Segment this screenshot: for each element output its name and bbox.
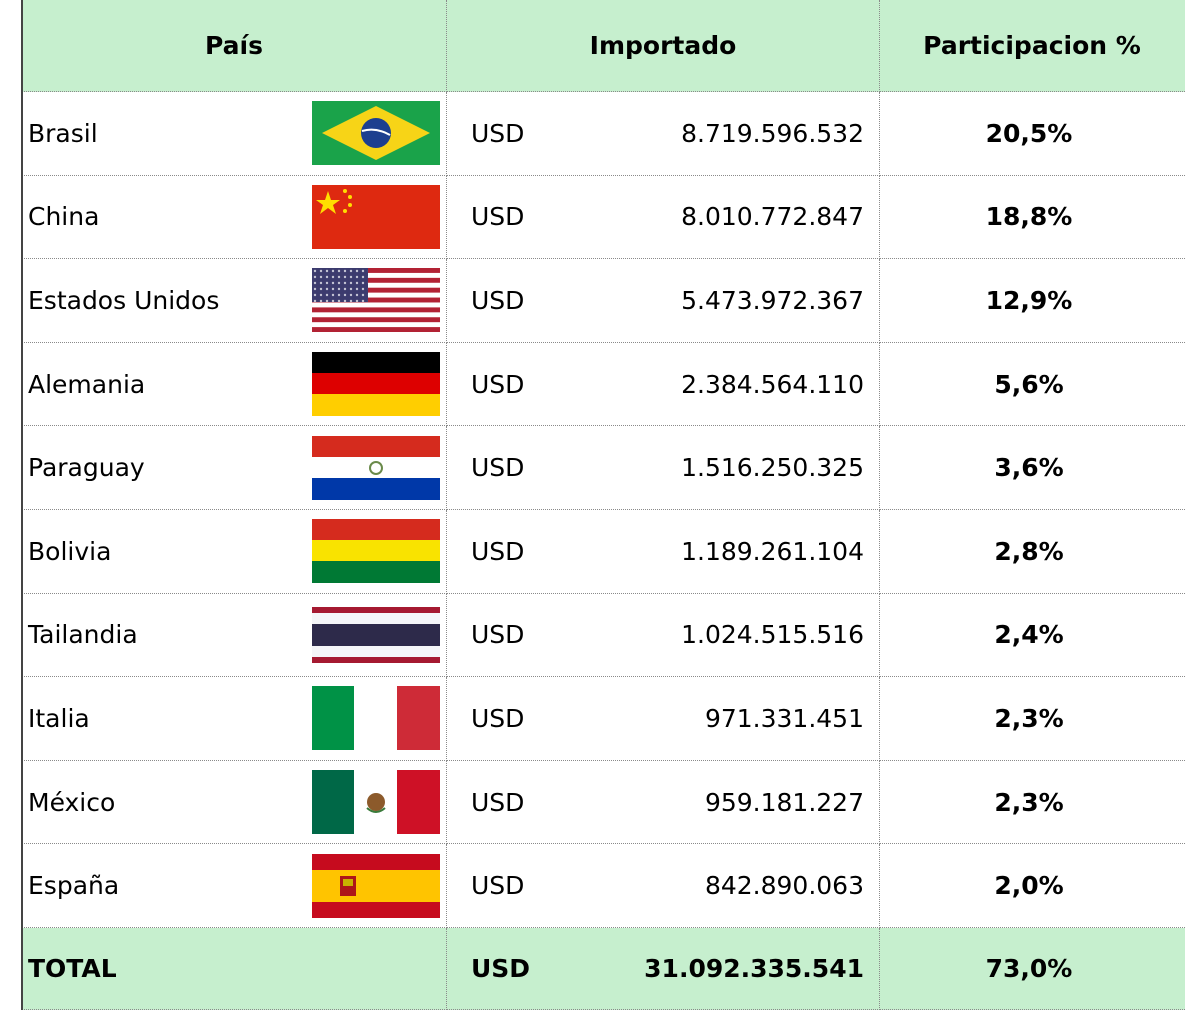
share: 2,3% bbox=[880, 677, 1185, 761]
share: 12,9% bbox=[880, 259, 1185, 343]
amount-cell: USD 842.890.063 bbox=[447, 844, 880, 928]
currency: USD bbox=[471, 703, 525, 733]
currency: USD bbox=[471, 369, 525, 399]
flag-icon bbox=[312, 853, 440, 918]
amount: 2.384.564.110 bbox=[681, 369, 864, 399]
flag-icon bbox=[312, 686, 440, 751]
country-name: Alemania bbox=[28, 369, 146, 399]
amount-cell: USD 31.092.335.541 bbox=[447, 928, 880, 1010]
country-name: TOTAL bbox=[28, 954, 117, 983]
country-cell: Italia bbox=[22, 677, 447, 761]
currency: USD bbox=[471, 202, 525, 232]
share: 18,8% bbox=[880, 176, 1185, 260]
flag-icon bbox=[312, 602, 440, 667]
country-name: Italia bbox=[28, 703, 90, 733]
country-cell: Paraguay bbox=[22, 426, 447, 510]
share: 2,8% bbox=[880, 510, 1185, 594]
table-left-border bbox=[21, 0, 23, 1010]
country-cell: Brasil bbox=[22, 92, 447, 176]
share: 2,3% bbox=[880, 761, 1185, 845]
flag-icon bbox=[312, 184, 440, 249]
amount: 8.010.772.847 bbox=[681, 202, 864, 232]
amount-cell: USD 8.010.772.847 bbox=[447, 175, 880, 260]
country-name: Tailandia bbox=[28, 620, 138, 650]
country-cell: Alemania bbox=[22, 342, 447, 427]
amount-cell: USD 1.189.261.104 bbox=[447, 510, 880, 594]
share: 3,6% bbox=[880, 426, 1185, 510]
currency: USD bbox=[471, 285, 525, 315]
flag-icon bbox=[312, 352, 440, 417]
country-cell: España bbox=[22, 844, 447, 928]
amount-cell: USD 8.719.596.532 bbox=[447, 92, 880, 176]
country-name: México bbox=[28, 787, 116, 817]
amount-cell: USD 959.181.227 bbox=[447, 760, 880, 845]
flag-icon bbox=[312, 519, 440, 584]
amount: 959.181.227 bbox=[704, 787, 864, 817]
country-cell: TOTAL bbox=[22, 928, 447, 1010]
amount: 5.473.972.367 bbox=[681, 285, 864, 315]
share: 2,0% bbox=[880, 844, 1185, 928]
share: 20,5% bbox=[880, 92, 1185, 176]
flag-icon bbox=[312, 268, 440, 333]
amount: 1.516.250.325 bbox=[681, 453, 864, 483]
header-cell: Importado bbox=[447, 0, 880, 92]
amount: 1.189.261.104 bbox=[681, 536, 864, 566]
share: 5,6% bbox=[880, 343, 1185, 427]
country-cell: México bbox=[22, 760, 447, 845]
country-name: Bolivia bbox=[28, 536, 112, 566]
amount: 842.890.063 bbox=[704, 871, 864, 901]
share: 2,4% bbox=[880, 594, 1185, 678]
amount: 971.331.451 bbox=[704, 703, 864, 733]
country-name: Estados Unidos bbox=[28, 285, 220, 315]
header-cell: País bbox=[22, 0, 447, 92]
country-cell: China bbox=[22, 175, 447, 260]
amount: 8.719.596.532 bbox=[681, 118, 864, 148]
currency: USD bbox=[471, 118, 525, 148]
currency: USD bbox=[471, 787, 525, 817]
header-cell: Participacion % bbox=[880, 0, 1185, 92]
amount-cell: USD 5.473.972.367 bbox=[447, 259, 880, 343]
country-name: Paraguay bbox=[28, 453, 145, 483]
flag-icon bbox=[312, 770, 440, 835]
amount-cell: USD 1.516.250.325 bbox=[447, 426, 880, 510]
amount-cell: USD 971.331.451 bbox=[447, 677, 880, 761]
flag-icon bbox=[312, 101, 440, 166]
country-name: China bbox=[28, 202, 100, 232]
country-cell: Estados Unidos bbox=[22, 259, 447, 343]
flag-icon bbox=[312, 435, 440, 500]
currency: USD bbox=[471, 620, 525, 650]
amount: 31.092.335.541 bbox=[644, 954, 864, 983]
currency: USD bbox=[471, 536, 525, 566]
currency: USD bbox=[471, 954, 531, 983]
amount: 1.024.515.516 bbox=[681, 620, 864, 650]
share: 73,0% bbox=[880, 928, 1185, 1010]
currency: USD bbox=[471, 871, 525, 901]
amount-cell: USD 1.024.515.516 bbox=[447, 593, 880, 678]
country-name: España bbox=[28, 871, 120, 901]
country-cell: Bolivia bbox=[22, 510, 447, 594]
amount-cell: USD 2.384.564.110 bbox=[447, 342, 880, 427]
country-cell: Tailandia bbox=[22, 593, 447, 678]
country-name: Brasil bbox=[28, 118, 98, 148]
currency: USD bbox=[471, 453, 525, 483]
